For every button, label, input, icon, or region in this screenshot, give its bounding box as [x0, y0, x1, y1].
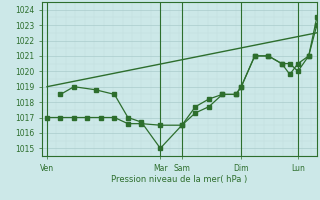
X-axis label: Pression niveau de la mer( hPa ): Pression niveau de la mer( hPa ) [111, 175, 247, 184]
